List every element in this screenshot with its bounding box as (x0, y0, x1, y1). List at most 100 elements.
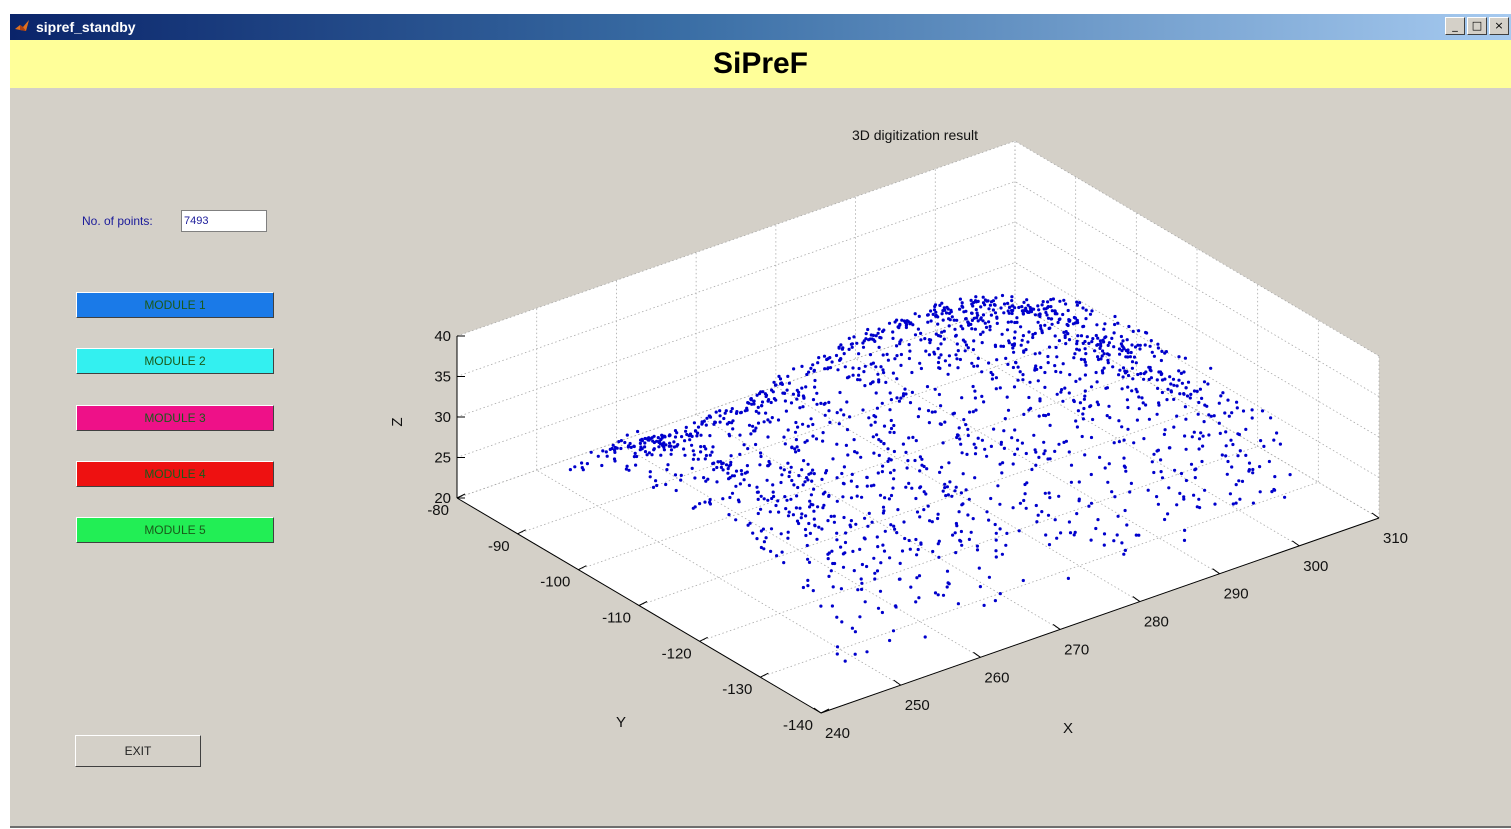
data-point (969, 530, 973, 534)
data-point (640, 437, 644, 441)
data-point (826, 367, 830, 371)
data-point (1189, 462, 1194, 466)
data-point (845, 376, 850, 380)
data-point (751, 531, 755, 535)
data-point (730, 407, 734, 411)
data-point (766, 498, 770, 502)
data-point (1007, 305, 1012, 310)
data-point (850, 626, 855, 630)
data-point (1050, 317, 1054, 321)
data-point (811, 398, 816, 402)
points-count-field[interactable]: 7493 (181, 210, 267, 232)
data-point (1019, 343, 1023, 347)
module-5-button[interactable]: MODULE 5 (76, 517, 274, 543)
data-point (807, 560, 812, 565)
data-point (872, 556, 876, 560)
data-point (764, 536, 768, 540)
maximize-button[interactable]: □ (1467, 17, 1487, 35)
data-point (857, 366, 861, 371)
title-bar[interactable]: sipref_standby _ □ × (10, 14, 1511, 40)
data-point (1162, 432, 1166, 436)
data-point (867, 416, 871, 420)
data-point (1144, 403, 1148, 407)
data-point (852, 335, 856, 339)
data-point (865, 564, 869, 569)
data-point (930, 410, 934, 414)
data-point (947, 354, 952, 358)
data-point (967, 537, 972, 542)
data-point (753, 429, 757, 433)
minimize-button[interactable]: _ (1445, 17, 1465, 35)
data-point (821, 431, 825, 435)
data-point (815, 391, 819, 395)
data-point (847, 336, 851, 340)
x-tick-mark (1052, 624, 1061, 630)
data-point (1251, 467, 1255, 472)
module-3-button[interactable]: MODULE 3 (76, 405, 274, 431)
grid-line (638, 410, 1198, 606)
data-point (1166, 512, 1170, 516)
data-point (843, 365, 847, 369)
data-point (959, 491, 964, 495)
data-point (976, 319, 980, 323)
data-point (780, 381, 784, 385)
data-point (950, 494, 954, 498)
grid-line (1014, 262, 1380, 478)
data-point (1129, 481, 1133, 485)
data-point (1081, 417, 1085, 421)
data-point (1098, 339, 1102, 343)
data-point (807, 370, 811, 374)
data-point (915, 553, 919, 557)
data-point (1068, 373, 1072, 377)
data-point (1012, 336, 1017, 340)
x-tick-label: 260 (984, 669, 1009, 686)
x-tick-mark (973, 651, 981, 658)
data-point (1180, 381, 1184, 385)
data-point (1165, 398, 1169, 402)
data-point (1053, 334, 1057, 338)
data-point (1078, 301, 1082, 305)
data-point (729, 409, 733, 414)
data-point (1122, 456, 1126, 460)
data-point (1140, 396, 1144, 400)
module-4-label: MODULE 4 (144, 467, 206, 481)
data-point (895, 531, 899, 535)
data-point (937, 366, 941, 370)
module-1-button[interactable]: MODULE 1 (76, 292, 274, 318)
data-point (648, 470, 652, 474)
data-point (879, 439, 883, 443)
data-point (1121, 366, 1126, 370)
data-point (1076, 409, 1080, 413)
data-point (580, 461, 584, 465)
data-point (860, 562, 865, 567)
data-point (843, 540, 848, 545)
data-point (1125, 523, 1129, 527)
data-point (1042, 413, 1046, 417)
data-point (1050, 309, 1054, 313)
data-point (815, 402, 819, 406)
data-point (998, 527, 1002, 531)
data-point (953, 327, 957, 331)
data-point (972, 364, 976, 368)
module-2-button[interactable]: MODULE 2 (76, 348, 274, 374)
data-point (857, 352, 861, 356)
data-point (944, 311, 949, 315)
module-4-button[interactable]: MODULE 4 (76, 461, 274, 487)
exit-button[interactable]: EXIT (75, 735, 201, 767)
data-point (1184, 386, 1188, 390)
data-point (764, 393, 769, 397)
data-point (1011, 462, 1015, 466)
data-point (1002, 446, 1007, 450)
data-point (795, 494, 799, 498)
data-point (754, 442, 758, 447)
grid-line (935, 330, 1300, 547)
data-point (1064, 342, 1068, 346)
data-point (899, 352, 904, 357)
data-point (809, 471, 813, 475)
data-point (1111, 365, 1115, 369)
close-button[interactable]: × (1489, 17, 1509, 35)
data-point (875, 406, 880, 410)
data-point (811, 363, 815, 367)
data-point (619, 446, 623, 451)
data-point (650, 436, 654, 440)
